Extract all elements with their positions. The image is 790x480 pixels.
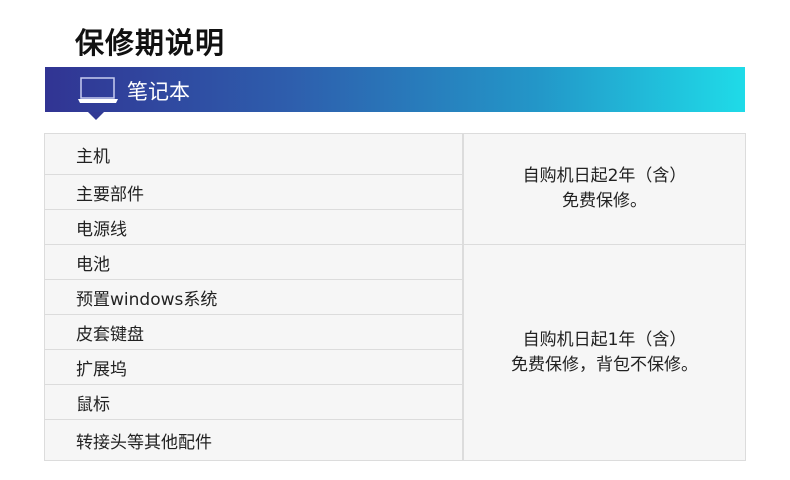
policy-cell: 自购机日起1年（含） 免费保修，背包不保修。: [462, 244, 746, 461]
table-row: 主机 自购机日起2年（含） 免费保修。: [44, 133, 746, 245]
table-row: 皮套键盘: [44, 314, 746, 350]
laptop-icon: [78, 77, 118, 103]
item-cell: 皮套键盘: [44, 314, 464, 350]
policy-line: 免费保修，背包不保修。: [511, 354, 698, 375]
policy-line: 自购机日起2年（含）: [522, 166, 687, 186]
policy-cell: 自购机日起2年（含） 免费保修。: [462, 133, 746, 245]
item-cell: 转接头等其他配件: [44, 419, 464, 461]
section-title: 笔记本: [127, 80, 190, 104]
table-row: 转接头等其他配件: [44, 419, 746, 461]
item-cell: 扩展坞: [44, 349, 464, 385]
table-row: 主要部件: [44, 174, 746, 210]
item-cell: 电池: [44, 244, 464, 280]
item-cell: 主要部件: [44, 174, 464, 210]
section-banner: 笔记本: [45, 67, 745, 112]
item-cell: 电源线: [44, 209, 464, 245]
page-title: 保修期说明: [75, 26, 226, 60]
warranty-table: 主机 自购机日起2年（含） 免费保修。 主要部件 电源线 电池 自购机日起1年（含…: [44, 133, 746, 461]
item-cell: 鼠标: [44, 384, 464, 420]
policy-line: 免费保修。: [562, 191, 647, 211]
item-cell: 预置windows系统: [44, 279, 464, 315]
table-row: 电源线: [44, 209, 746, 245]
table-row: 鼠标: [44, 384, 746, 420]
banner-pointer: [88, 112, 104, 120]
item-cell: 主机: [44, 133, 464, 175]
table-row: 电池 自购机日起1年（含） 免费保修，背包不保修。: [44, 244, 746, 461]
policy-line: 自购机日起1年（含）: [522, 329, 687, 350]
